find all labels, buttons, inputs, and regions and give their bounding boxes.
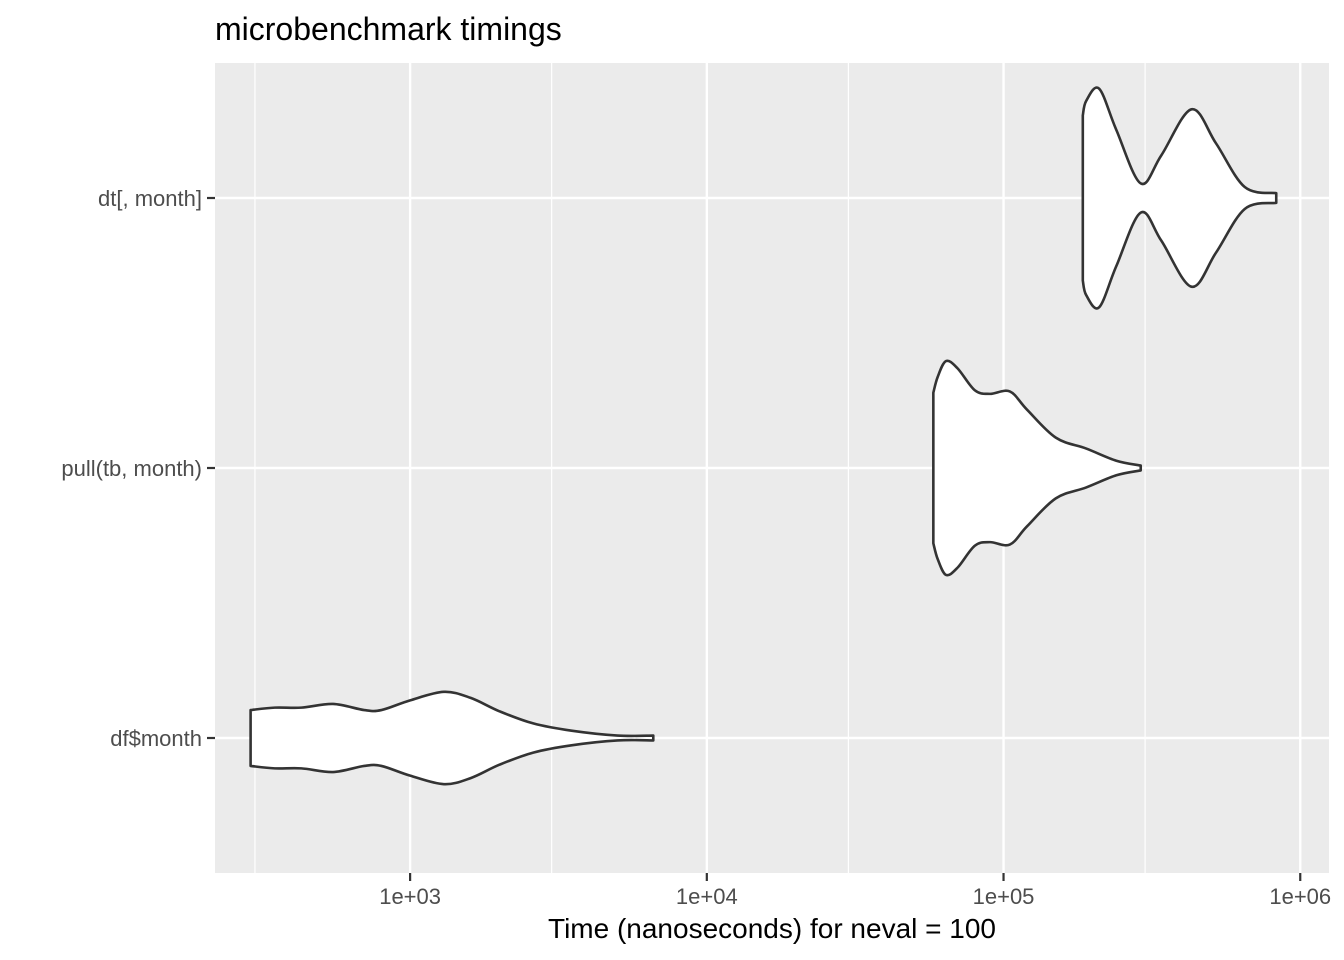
y-tick-label: pull(tb, month) [61,456,202,481]
violin-dt-month [1081,86,1278,310]
violin-pull-tb-month [932,359,1143,577]
violins [249,86,1278,786]
y-axis: df$month pull(tb, month) dt[, month] [61,186,215,751]
x-tick-label: 1e+05 [973,884,1035,909]
x-axis: 1e+03 1e+04 1e+05 1e+06 [379,873,1331,909]
y-tick-label: df$month [110,726,202,751]
chart-title: microbenchmark timings [215,11,562,47]
x-axis-label: Time (nanoseconds) for neval = 100 [548,913,996,944]
violin-df-month [249,690,655,786]
x-tick-label: 1e+06 [1269,884,1331,909]
x-tick-label: 1e+04 [676,884,738,909]
x-tick-label: 1e+03 [379,884,441,909]
y-tick-label: dt[, month] [98,186,202,211]
